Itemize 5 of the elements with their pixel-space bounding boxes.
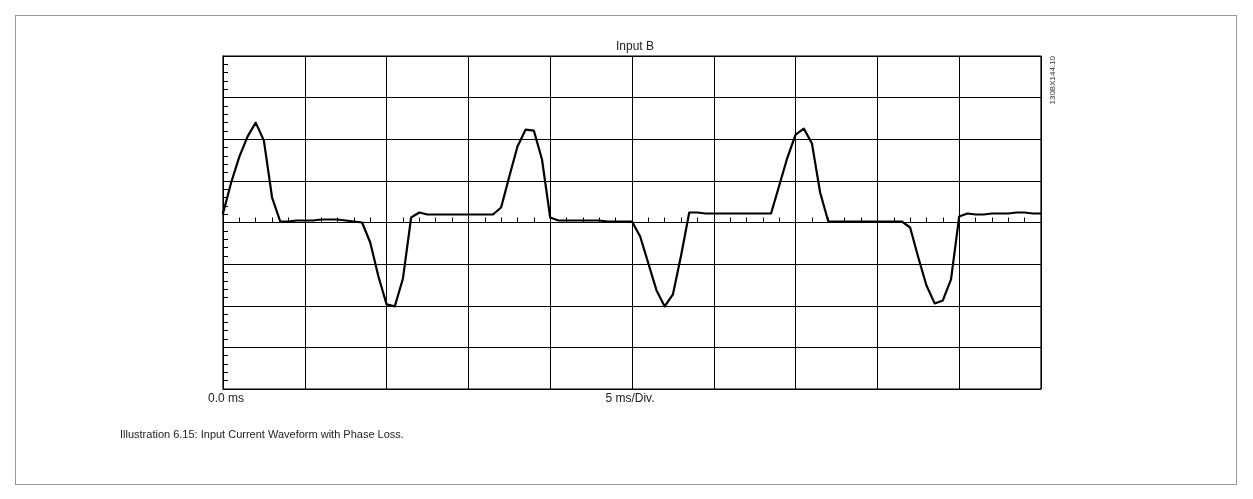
text: 0.0 ms xyxy=(208,391,245,405)
chart-title: Input B xyxy=(615,39,655,53)
text: Illustration 6.15: Input Current Waveform with Phase Loss. xyxy=(120,427,404,440)
text: 130BX144.10 xyxy=(1047,55,1057,105)
text: 5 ms/Div. xyxy=(605,391,655,405)
